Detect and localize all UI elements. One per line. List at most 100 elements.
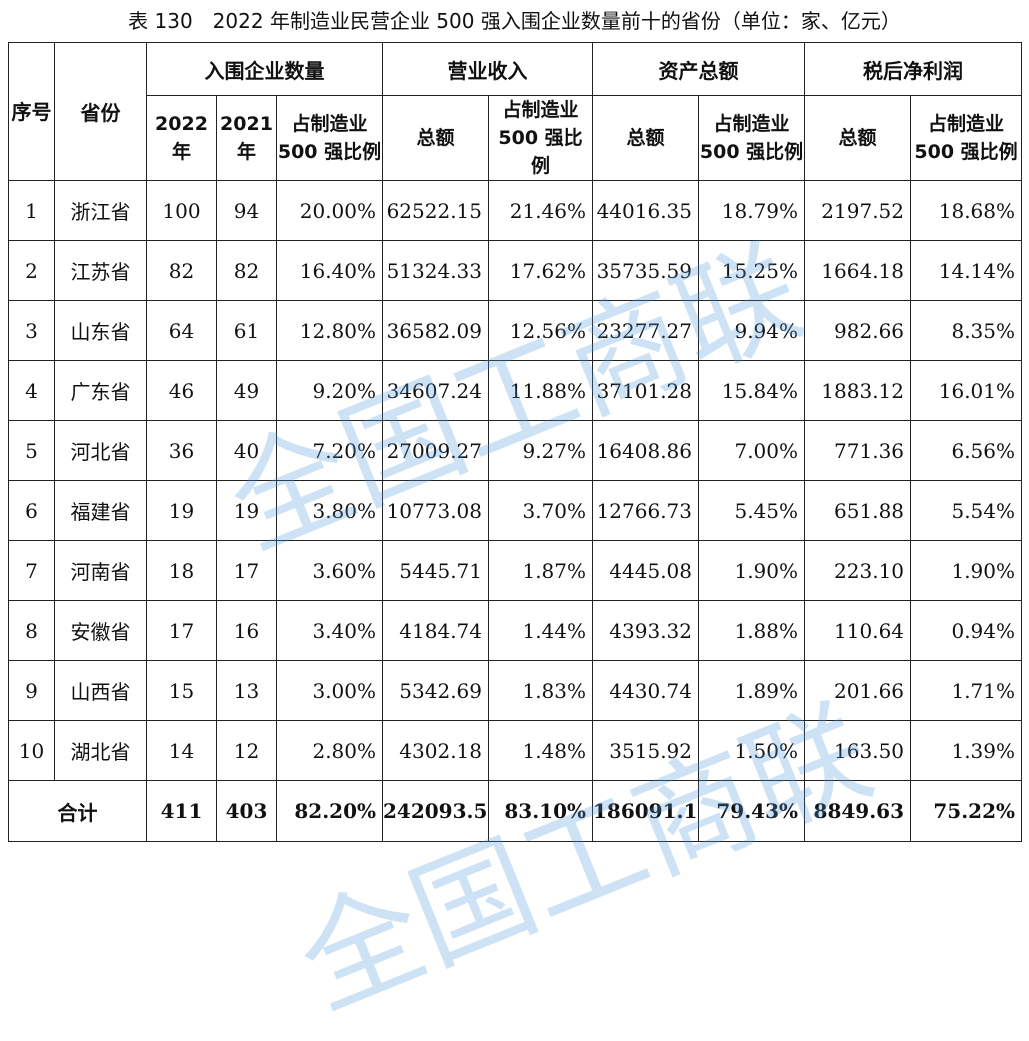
row-value: 12766.73 bbox=[592, 480, 700, 541]
row-value: 1.88% bbox=[698, 600, 806, 661]
row-value: 1.90% bbox=[698, 540, 806, 601]
total-cell: 8849.63 bbox=[804, 780, 912, 842]
row-seq: 8 bbox=[8, 600, 55, 661]
total-row: 合计 411 403 82.20% 242093.50 83.10% 18609… bbox=[8, 780, 1023, 842]
header-2021: 2021 年 bbox=[216, 95, 277, 181]
row-value: 16.40% bbox=[275, 240, 384, 301]
row-value: 4302.18 bbox=[382, 720, 490, 781]
row-value: 5.54% bbox=[910, 480, 1023, 541]
row-value: 3.00% bbox=[275, 660, 384, 721]
row-value: 18.79% bbox=[698, 180, 806, 241]
row-value: 15.84% bbox=[698, 360, 806, 421]
row-value: 1.87% bbox=[488, 540, 594, 601]
row-value: 7.20% bbox=[275, 420, 384, 481]
row-value: 37101.28 bbox=[592, 360, 700, 421]
header-group-count: 入围企业数量 bbox=[145, 42, 384, 96]
row-value: 2.80% bbox=[275, 720, 384, 781]
row-value: 18 bbox=[146, 540, 217, 601]
header-group-profit: 税后净利润 bbox=[804, 42, 1023, 96]
province-table: 序号 省份 入围企业数量 营业收入 资产总额 税后净利润 2022 年 2021… bbox=[8, 42, 1023, 842]
header-profit-share: 占制造业 500 强比例 bbox=[910, 95, 1023, 181]
row-value: 4184.74 bbox=[382, 600, 490, 661]
row-value: 19 bbox=[146, 480, 217, 541]
row-value: 16408.86 bbox=[592, 420, 700, 481]
row-province: 河北省 bbox=[54, 420, 147, 481]
row-value: 7.00% bbox=[698, 420, 806, 481]
row-value: 17 bbox=[216, 540, 277, 601]
row-value: 223.10 bbox=[804, 540, 912, 601]
row-province: 山东省 bbox=[54, 300, 147, 361]
row-seq: 7 bbox=[8, 540, 55, 601]
row-value: 3.40% bbox=[275, 600, 384, 661]
row-value: 163.50 bbox=[804, 720, 912, 781]
row-value: 61 bbox=[216, 300, 277, 361]
row-value: 21.46% bbox=[488, 180, 594, 241]
row-value: 16.01% bbox=[910, 360, 1023, 421]
row-province: 山西省 bbox=[54, 660, 147, 721]
row-value: 1.83% bbox=[488, 660, 594, 721]
row-seq: 3 bbox=[8, 300, 55, 361]
table-row: 10 湖北省 14 12 2.80% 4302.18 1.48% 3515.92 1.50% 16… bbox=[8, 720, 1023, 781]
table-row: 1 浙江省 100 94 20.00% 62522.15 21.46% 44016.35 18.… bbox=[8, 180, 1023, 241]
row-value: 6.56% bbox=[910, 420, 1023, 481]
row-value: 0.94% bbox=[910, 600, 1023, 661]
header-province: 省份 bbox=[54, 42, 147, 181]
row-province: 广东省 bbox=[54, 360, 147, 421]
row-value: 5.45% bbox=[698, 480, 806, 541]
row-value: 17 bbox=[146, 600, 217, 661]
row-value: 12.80% bbox=[275, 300, 384, 361]
total-cell: 411 bbox=[146, 780, 217, 842]
total-cell: 403 bbox=[216, 780, 277, 842]
row-value: 64 bbox=[146, 300, 217, 361]
row-value: 44016.35 bbox=[592, 180, 700, 241]
row-province: 福建省 bbox=[54, 480, 147, 541]
row-value: 1.39% bbox=[910, 720, 1023, 781]
row-seq: 1 bbox=[8, 180, 55, 241]
row-value: 8.35% bbox=[910, 300, 1023, 361]
row-value: 1.44% bbox=[488, 600, 594, 661]
row-value: 1.90% bbox=[910, 540, 1023, 601]
header-seq: 序号 bbox=[8, 42, 55, 181]
row-value: 982.66 bbox=[804, 300, 912, 361]
row-value: 12 bbox=[216, 720, 277, 781]
row-value: 11.88% bbox=[488, 360, 594, 421]
row-value: 16 bbox=[216, 600, 277, 661]
row-value: 15.25% bbox=[698, 240, 806, 301]
row-value: 27009.27 bbox=[382, 420, 490, 481]
row-seq: 4 bbox=[8, 360, 55, 421]
row-value: 2197.52 bbox=[804, 180, 912, 241]
row-province: 湖北省 bbox=[54, 720, 147, 781]
header-count-share: 占制造业 500 强比例 bbox=[275, 95, 384, 181]
row-value: 14.14% bbox=[910, 240, 1023, 301]
row-value: 35735.59 bbox=[592, 240, 700, 301]
row-value: 34607.24 bbox=[382, 360, 490, 421]
row-value: 1.50% bbox=[698, 720, 806, 781]
row-value: 4430.74 bbox=[592, 660, 700, 721]
row-province: 安徽省 bbox=[54, 600, 147, 661]
row-value: 9.27% bbox=[488, 420, 594, 481]
row-value: 40 bbox=[216, 420, 277, 481]
total-cell: 79.43% bbox=[698, 780, 806, 842]
row-value: 49 bbox=[216, 360, 277, 421]
row-value: 62522.15 bbox=[382, 180, 490, 241]
row-value: 17.62% bbox=[488, 240, 594, 301]
header-group-assets: 资产总额 bbox=[592, 42, 806, 96]
row-value: 19 bbox=[216, 480, 277, 541]
table-row: 3 山东省 64 61 12.80% 36582.09 12.56% 23277.27 9.94… bbox=[8, 300, 1023, 361]
total-cell: 242093.50 bbox=[382, 780, 490, 842]
row-value: 100 bbox=[146, 180, 217, 241]
header-2022: 2022 年 bbox=[146, 95, 217, 181]
table-row: 4 广东省 46 49 9.20% 34607.24 11.88% 37101.28 15.84… bbox=[8, 360, 1023, 421]
row-province: 江苏省 bbox=[54, 240, 147, 301]
table-row: 2 江苏省 82 82 16.40% 51324.33 17.62% 35735.59 15.2… bbox=[8, 240, 1023, 301]
row-province: 浙江省 bbox=[54, 180, 147, 241]
row-value: 110.64 bbox=[804, 600, 912, 661]
row-value: 4393.32 bbox=[592, 600, 700, 661]
header-revenue-total: 总额 bbox=[382, 95, 490, 181]
row-value: 9.20% bbox=[275, 360, 384, 421]
header-group-revenue: 营业收入 bbox=[382, 42, 594, 96]
table-caption: 表 130 2022 年制造业民营企业 500 强入围企业数量前十的省份（单位：… bbox=[128, 9, 901, 33]
row-value: 3515.92 bbox=[592, 720, 700, 781]
row-value: 46 bbox=[146, 360, 217, 421]
row-seq: 9 bbox=[8, 660, 55, 721]
